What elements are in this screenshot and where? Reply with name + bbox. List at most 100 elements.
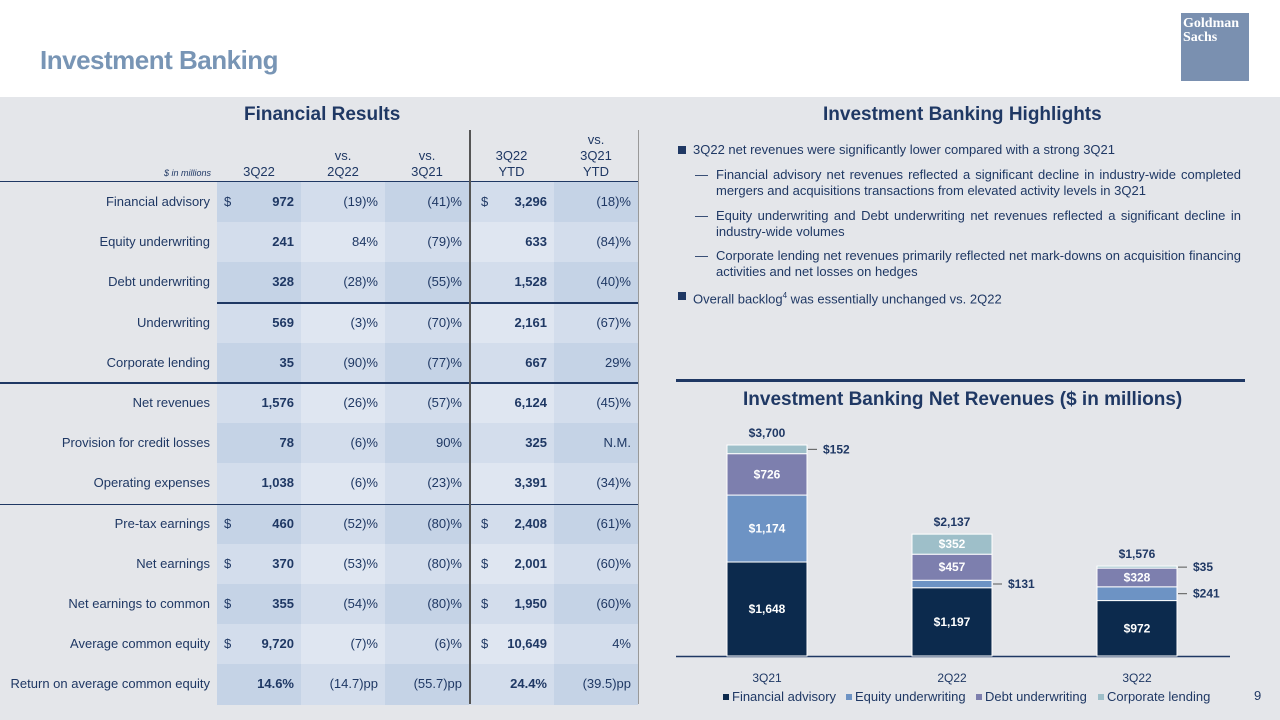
value-3q22-ytd: 1,950 <box>514 596 547 611</box>
bullet-square-icon <box>678 292 686 300</box>
x-tick-label: 2Q22 <box>937 671 967 685</box>
value-3q22-ytd: 1,528 <box>514 274 547 290</box>
table-cell-bg <box>469 624 554 665</box>
value-vs-2q22: (14.7)pp <box>329 676 378 692</box>
table-cell-bg <box>217 543 301 585</box>
legend-label: Debt underwriting <box>985 689 1087 704</box>
table-cell-bg <box>554 423 638 464</box>
table-cell-bg <box>469 383 554 424</box>
value-3q22: 328 <box>272 274 294 290</box>
x-tick-label: 3Q21 <box>752 671 782 685</box>
legend-item: Financial advisory <box>723 689 836 704</box>
value-3q22-ytd: 633 <box>525 234 547 250</box>
table-cell-bg <box>217 664 301 706</box>
table-cell-bg <box>217 222 301 263</box>
page-title: Investment Banking <box>40 45 279 75</box>
table-cell-bg <box>217 342 301 384</box>
value-3q22: 241 <box>272 234 294 250</box>
bar-total-label: $2,137 <box>934 515 971 529</box>
bar-value-label: $352 <box>939 537 966 551</box>
value-vs-3q21: (70)% <box>427 314 462 330</box>
legend-swatch-icon <box>1098 694 1104 700</box>
bar-value-label: $457 <box>939 560 966 574</box>
highlight-sub-2: Equity underwriting and Debt underwritin… <box>716 208 1241 239</box>
table-cell-bg <box>301 624 385 665</box>
table-cell-bg <box>217 182 301 223</box>
table-cell-bg <box>217 383 301 424</box>
table-cell-bg <box>217 584 301 625</box>
table-cell-bg <box>301 423 385 464</box>
financial-results-title: Financial Results <box>244 104 401 125</box>
value-vs-2q22: (90)% <box>343 354 378 370</box>
bar-segment <box>1096 586 1178 602</box>
value-3q22: 1,038 <box>261 475 294 491</box>
table-cell-bg <box>554 262 638 304</box>
table-cell-bg <box>554 543 638 585</box>
row-label: Net revenues <box>132 395 210 410</box>
header <box>0 0 1280 97</box>
table-cell-bg <box>301 302 385 344</box>
legend-item: Equity underwriting <box>846 689 966 704</box>
dollar-sign: $ <box>481 636 489 652</box>
bar-value-label: $1,197 <box>934 615 971 629</box>
table-cell-bg <box>385 342 469 384</box>
value-3q22: 14.6% <box>257 676 294 692</box>
value-vs-2q22: (3)% <box>350 314 378 330</box>
bar-value-label: $972 <box>1124 621 1151 635</box>
table-cell-bg <box>385 503 469 545</box>
value-vs-2q22: (26)% <box>343 395 378 410</box>
legend-label: Corporate lending <box>1107 689 1211 704</box>
table-cell-bg <box>554 463 638 505</box>
row-label: Provision for credit losses <box>61 435 210 451</box>
bar-value-label: $131 <box>1008 577 1035 591</box>
table-cell-bg <box>301 262 385 304</box>
table-cell-bg <box>554 624 638 665</box>
column-header: 3Q22 YTD <box>495 148 528 179</box>
table-cell-bg <box>217 463 301 505</box>
legend-label: Equity underwriting <box>855 689 966 704</box>
table-cell-bg <box>301 342 385 384</box>
row-label: Net earnings <box>136 555 210 571</box>
value-3q22-ytd: 667 <box>525 354 547 370</box>
bar-segment <box>726 453 808 496</box>
table-cell-bg <box>469 342 554 384</box>
value-vs-2q22: (53)% <box>343 555 378 571</box>
table-cell-bg <box>469 664 554 706</box>
value-vs-3q21-ytd: (61)% <box>596 515 631 531</box>
legend-label: Financial advisory <box>732 689 837 704</box>
value-3q22-ytd: 3,391 <box>514 475 547 491</box>
table-cell-bg <box>554 383 638 424</box>
value-vs-3q21: (6)% <box>434 636 462 652</box>
table-cell-bg <box>385 664 469 706</box>
value-vs-3q21: (41)% <box>427 194 462 209</box>
x-tick-label: 3Q22 <box>1122 671 1152 685</box>
value-vs-2q22: (6)% <box>350 435 378 451</box>
table-cell-bg <box>301 222 385 263</box>
value-3q22-ytd: 3,296 <box>514 194 547 209</box>
highlight-bullet-1: 3Q22 net revenues were significantly low… <box>693 142 1115 157</box>
value-vs-3q21: (79)% <box>427 234 462 250</box>
value-vs-3q21-ytd: (60)% <box>596 555 631 571</box>
value-vs-3q21-ytd: (67)% <box>596 314 631 330</box>
table-cell-bg <box>385 624 469 665</box>
value-vs-3q21: (23)% <box>427 475 462 491</box>
value-vs-3q21-ytd: (39.5)pp <box>582 676 631 692</box>
bar-value-label: $152 <box>823 442 850 456</box>
dollar-sign: $ <box>224 555 232 571</box>
table-cell-bg <box>469 543 554 585</box>
table-cell-bg <box>469 262 554 304</box>
value-vs-3q21: (55.7)pp <box>413 676 462 692</box>
table-cell-bg <box>217 262 301 304</box>
highlight-sub-1: Financial advisory net revenues reflecte… <box>716 167 1241 198</box>
value-3q22-ytd: 2,161 <box>514 314 547 330</box>
bar-segment <box>1096 600 1178 657</box>
table-cell-bg <box>554 342 638 384</box>
value-vs-3q21-ytd: (84)% <box>596 234 631 250</box>
bar-value-label: $35 <box>1193 560 1213 574</box>
bar-value-label: $328 <box>1124 570 1151 584</box>
table-cell-bg <box>301 543 385 585</box>
goldman-sachs-logo: Goldman Sachs <box>1181 13 1249 81</box>
value-vs-2q22: (19)% <box>343 194 378 209</box>
row-label: Underwriting <box>137 314 210 330</box>
